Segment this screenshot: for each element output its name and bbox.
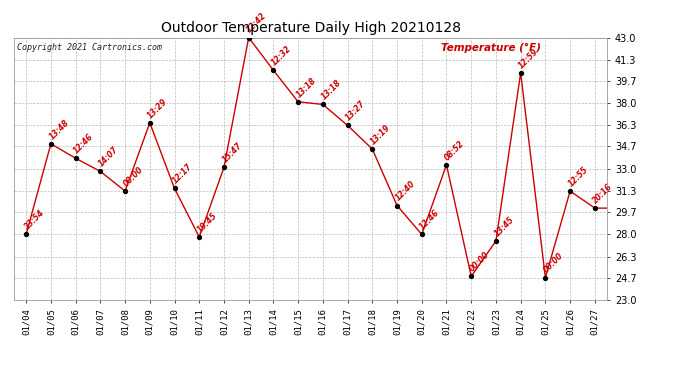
Text: 12:46: 12:46: [72, 132, 95, 156]
Text: 13:48: 13:48: [48, 118, 70, 141]
Point: [342, 123, 353, 129]
Text: 00:00: 00:00: [121, 165, 145, 188]
Point: [194, 234, 205, 240]
Point: [119, 188, 130, 194]
Text: 12:59: 12:59: [517, 47, 540, 70]
Point: [466, 273, 477, 279]
Point: [46, 141, 57, 147]
Text: Temperature (°F): Temperature (°F): [441, 43, 541, 53]
Text: 14:15: 14:15: [0, 374, 1, 375]
Text: 13:45: 13:45: [493, 215, 515, 238]
Text: 13:29: 13:29: [146, 97, 170, 120]
Point: [219, 165, 230, 171]
Point: [391, 202, 402, 208]
Text: 12:42: 12:42: [245, 11, 268, 35]
Text: 00:00: 00:00: [542, 252, 565, 275]
Text: 14:07: 14:07: [97, 145, 120, 169]
Point: [564, 188, 575, 194]
Point: [441, 162, 452, 168]
Text: 15:47: 15:47: [220, 141, 244, 165]
Point: [367, 146, 378, 152]
Text: 12:32: 12:32: [270, 44, 293, 68]
Point: [491, 238, 502, 244]
Point: [293, 99, 304, 105]
Text: 13:18: 13:18: [295, 76, 318, 99]
Text: 08:52: 08:52: [443, 139, 466, 162]
Text: 00:00: 00:00: [0, 374, 1, 375]
Point: [95, 168, 106, 174]
Point: [664, 275, 675, 281]
Point: [268, 68, 279, 74]
Text: 20:16: 20:16: [591, 182, 615, 206]
Text: 23:54: 23:54: [23, 208, 46, 232]
Text: 12:46: 12:46: [418, 208, 442, 232]
Text: 13:19: 13:19: [368, 123, 392, 146]
Point: [614, 205, 625, 211]
Title: Outdoor Temperature Daily High 20210128: Outdoor Temperature Daily High 20210128: [161, 21, 460, 35]
Text: 13:18: 13:18: [319, 78, 343, 102]
Text: 13:27: 13:27: [344, 99, 367, 123]
Point: [144, 120, 155, 126]
Text: Copyright 2021 Cartronics.com: Copyright 2021 Cartronics.com: [17, 43, 161, 52]
Point: [515, 70, 526, 76]
Text: 19:45: 19:45: [196, 211, 219, 234]
Point: [540, 275, 551, 281]
Point: [21, 231, 32, 237]
Point: [589, 205, 600, 211]
Text: 12:55: 12:55: [566, 165, 590, 188]
Point: [416, 231, 427, 237]
Point: [70, 155, 81, 161]
Point: [243, 34, 254, 40]
Text: 12:40: 12:40: [393, 179, 417, 203]
Text: 00:00: 00:00: [468, 250, 491, 274]
Point: [639, 260, 650, 266]
Point: [169, 186, 180, 192]
Text: 12:17: 12:17: [171, 162, 195, 186]
Point: [317, 101, 328, 107]
Text: 14:15: 14:15: [0, 374, 1, 375]
